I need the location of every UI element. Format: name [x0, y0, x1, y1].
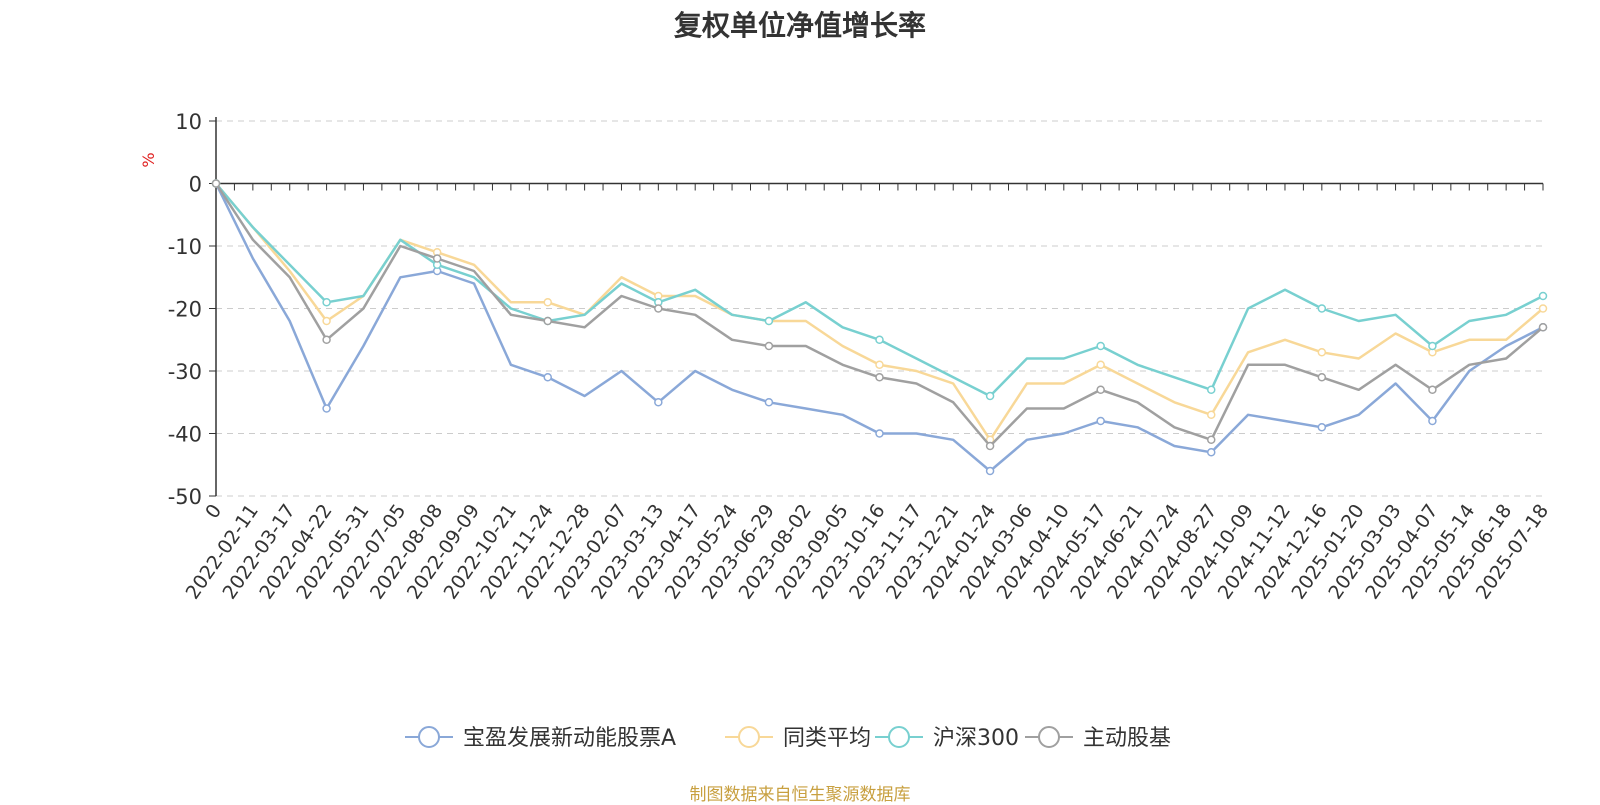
series-3-point-12: [654, 304, 663, 313]
series-0-point-24: [1096, 416, 1105, 426]
legend-marker-2: [888, 726, 910, 748]
series-0-point-27: [1207, 448, 1216, 457]
series-2-point-33: [1428, 341, 1437, 351]
source-note: 制图数据来自恒生聚源数据库: [689, 785, 911, 805]
y-tick-labels: 10 0 -10 -20 -30 -40 -50: [168, 110, 202, 509]
y-tick-label-3: -20: [168, 298, 202, 322]
series-1-point-36: [1538, 304, 1548, 313]
series-3-point-30: [1317, 373, 1327, 382]
series-0-point-30: [1317, 423, 1327, 432]
series-1-point-27: [1207, 410, 1216, 419]
series-0-point-21: [985, 466, 995, 476]
series-2-point-15: [764, 316, 774, 326]
legend-label-2: 沪深300: [933, 726, 1019, 751]
series-2-point-24: [1096, 341, 1105, 351]
series-2-point-30: [1317, 304, 1327, 313]
x-tick-label-0: 0: [201, 500, 226, 523]
series-3-point-36: [1538, 323, 1548, 332]
y-tick-label-5: -40: [168, 423, 202, 447]
y-tick-label-1: 0: [189, 173, 202, 197]
series-1-point-30: [1317, 348, 1327, 357]
series-0-point-33: [1428, 416, 1437, 426]
series-2-point-3: [322, 298, 331, 307]
series-line-0: [214, 182, 1544, 473]
series-3-point-27: [1207, 435, 1216, 444]
legend: 宝盈发展新动能股票A 同类平均 沪深300 主动股基: [405, 726, 1171, 751]
legend-marker-1: [738, 726, 760, 748]
x-tick-labels: 02022-02-112022-03-172022-04-222022-05-3…: [182, 500, 1553, 603]
series-lines: [211, 179, 1548, 476]
series-3-point-33: [1428, 385, 1437, 394]
series-3-point-3: [322, 335, 331, 344]
series-2-point-21: [985, 391, 995, 401]
series-0-point-15: [764, 398, 774, 407]
y-tick-label-2: -10: [168, 235, 202, 259]
y-tick-label-0: 10: [175, 110, 202, 134]
axes: [209, 117, 1544, 497]
y-tick-label-4: -30: [168, 360, 202, 384]
series-3-point-24: [1096, 385, 1105, 394]
series-2-point-27: [1207, 385, 1216, 394]
y-tick-label-6: -50: [168, 485, 202, 509]
series-3-point-6: [432, 254, 442, 263]
series-3-point-9: [543, 316, 552, 326]
y-axis-label: %: [139, 152, 158, 167]
legend-label-1: 同类平均: [783, 726, 871, 751]
legend-marker-0: [418, 726, 440, 748]
series-3-point-0: [211, 179, 221, 188]
series-3-point-18: [875, 373, 884, 382]
series-3-point-21: [985, 441, 995, 451]
legend-label-3: 主动股基: [1083, 726, 1171, 751]
series-2-point-18: [875, 335, 884, 344]
series-0-point-18: [875, 429, 884, 438]
series-1-point-18: [875, 360, 884, 369]
series-1-point-9: [543, 298, 552, 307]
series-1-point-24: [1096, 360, 1105, 369]
gridlines: [216, 120, 1543, 497]
series-2-point-36: [1538, 291, 1548, 301]
chart-title: 复权单位净值增长率: [673, 9, 926, 42]
legend-marker-3: [1038, 726, 1060, 748]
series-3-point-15: [764, 341, 774, 351]
series-line-1: [215, 182, 1544, 442]
series-0-point-3: [322, 404, 331, 413]
legend-label-0: 宝盈发展新动能股票A: [463, 726, 676, 751]
series-0-point-12: [654, 398, 663, 407]
series-1-point-3: [322, 316, 331, 326]
series-0-point-9: [543, 373, 552, 382]
